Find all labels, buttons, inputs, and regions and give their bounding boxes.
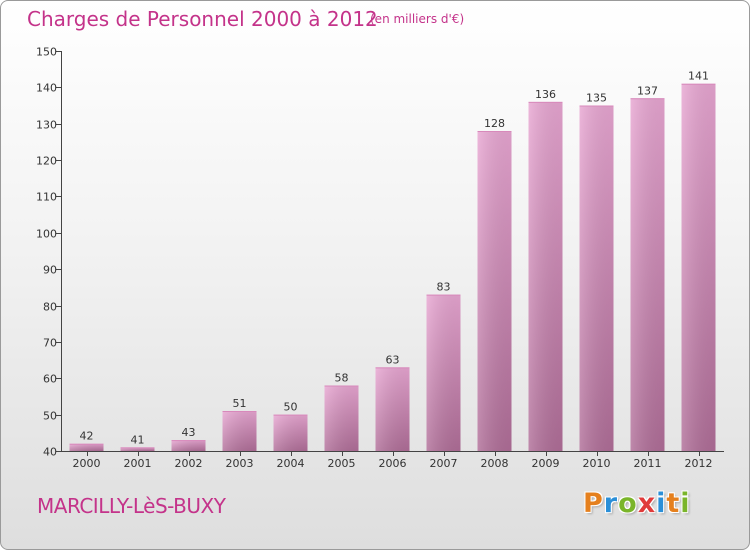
y-tick-label: 90 bbox=[43, 264, 57, 277]
chart-title: Charges de Personnel 2000 à 2012 bbox=[27, 7, 378, 31]
logo-letter: i bbox=[680, 488, 691, 519]
y-tick-label: 140 bbox=[36, 82, 57, 95]
bar-shade bbox=[171, 440, 206, 451]
chart-unit-label: (en milliers d'€) bbox=[370, 12, 465, 26]
data-label: 128 bbox=[484, 117, 505, 130]
data-label: 50 bbox=[284, 401, 298, 414]
logo-letter: t bbox=[666, 488, 681, 519]
data-label: 135 bbox=[586, 92, 607, 105]
labels: 2000 42 2001 41 2002 43 2003 51 2004 50 2005 58 2006… bbox=[73, 70, 713, 470]
x-tick-label: 2005 bbox=[328, 457, 356, 470]
x-tick-label: 2009 bbox=[532, 457, 560, 470]
y-tick-label: 70 bbox=[43, 337, 57, 350]
data-label: 141 bbox=[688, 70, 709, 83]
logo-letter: i bbox=[656, 488, 667, 519]
bar-shade bbox=[477, 131, 512, 451]
city-name: MARCILLY-LèS-BUXY bbox=[37, 494, 226, 518]
proxiti-logo[interactable]: Proxiti bbox=[583, 488, 691, 519]
bar-shade bbox=[375, 367, 410, 451]
bar-shade bbox=[681, 83, 716, 452]
bar-shade bbox=[426, 294, 461, 451]
x-tick-label: 2002 bbox=[175, 457, 203, 470]
y-tick-label: 110 bbox=[36, 191, 57, 204]
data-label: 137 bbox=[637, 84, 658, 97]
y-tick-label: 150 bbox=[36, 46, 57, 59]
x-tick-label: 2007 bbox=[430, 457, 458, 470]
x-tick-label: 2004 bbox=[277, 457, 305, 470]
bars bbox=[69, 83, 716, 452]
logo-letter: r bbox=[603, 488, 619, 519]
logo-letter: P bbox=[583, 488, 604, 519]
x-tick-label: 2001 bbox=[124, 457, 152, 470]
x-tick-label: 2012 bbox=[685, 457, 713, 470]
y-tick-label: 130 bbox=[36, 119, 57, 132]
y-tick-label: 50 bbox=[43, 410, 57, 423]
data-label: 51 bbox=[233, 397, 247, 410]
bar-shade bbox=[120, 447, 155, 451]
y-tick-label: 40 bbox=[43, 446, 57, 459]
data-label: 43 bbox=[182, 426, 196, 439]
bar-shade bbox=[273, 414, 308, 451]
y-tick-label: 100 bbox=[36, 228, 57, 241]
bar-shade bbox=[579, 105, 614, 451]
bar-shade bbox=[222, 411, 257, 451]
bar-shade bbox=[69, 443, 104, 451]
x-tick-label: 2003 bbox=[226, 457, 254, 470]
x-tick-label: 2010 bbox=[583, 457, 611, 470]
bar-shade bbox=[324, 385, 359, 451]
logo-letter: o bbox=[618, 488, 638, 519]
x-tick-label: 2006 bbox=[379, 457, 407, 470]
x-tick-label: 2011 bbox=[634, 457, 662, 470]
x-tick-label: 2008 bbox=[481, 457, 509, 470]
bar-shade bbox=[528, 101, 563, 451]
bar-shade bbox=[630, 98, 665, 451]
y-tick-label: 60 bbox=[43, 373, 57, 386]
data-label: 136 bbox=[535, 88, 556, 101]
x-tick-label: 2000 bbox=[73, 457, 101, 470]
data-label: 41 bbox=[131, 433, 145, 446]
axes: 40 50 60 70 80 90 100 110 120 130 140 150 bbox=[36, 46, 724, 459]
y-tick-label: 120 bbox=[36, 155, 57, 168]
data-label: 42 bbox=[80, 430, 94, 443]
logo-letter: x bbox=[637, 488, 657, 519]
y-tick-label: 80 bbox=[43, 301, 57, 314]
data-label: 58 bbox=[335, 372, 349, 385]
data-label: 83 bbox=[437, 281, 451, 294]
data-label: 63 bbox=[386, 353, 400, 366]
